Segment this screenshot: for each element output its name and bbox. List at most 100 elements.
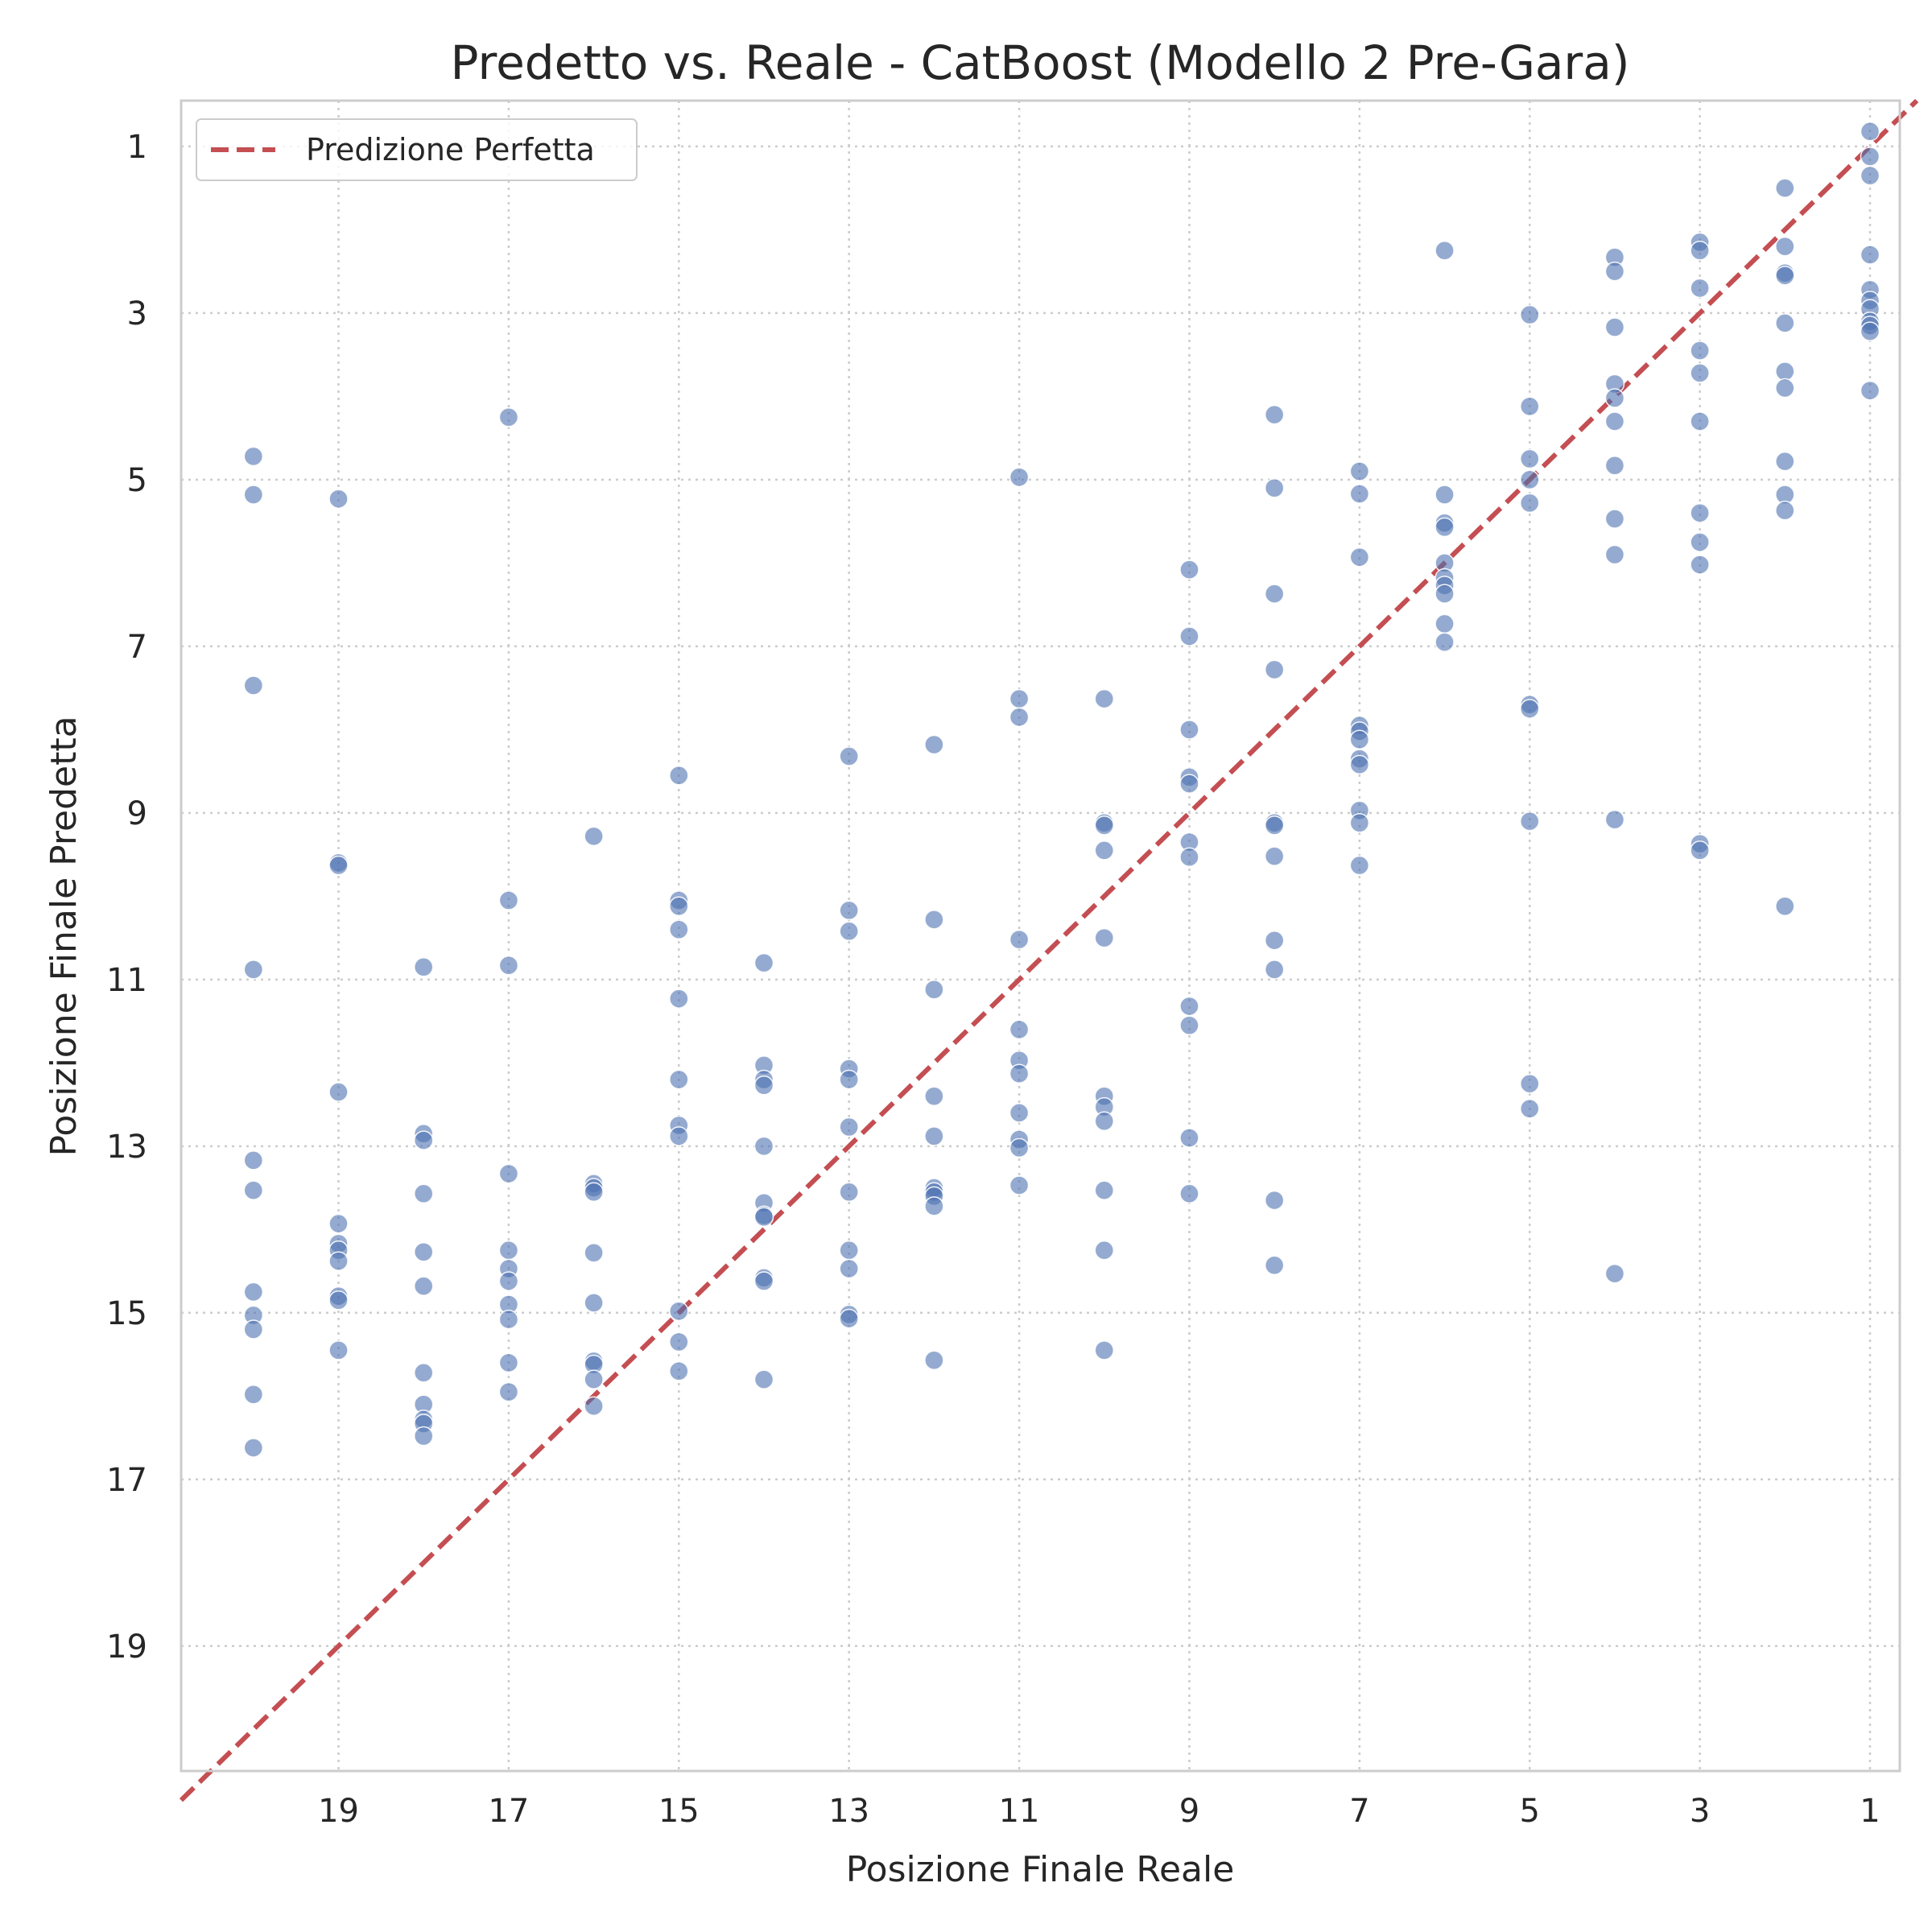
data-point bbox=[243, 675, 264, 696]
data-point bbox=[1179, 626, 1199, 646]
data-point bbox=[669, 1360, 689, 1381]
data-point bbox=[1094, 1111, 1115, 1132]
data-point bbox=[1860, 380, 1880, 401]
data-point bbox=[1264, 815, 1285, 836]
data-point bbox=[413, 1183, 434, 1204]
data-point bbox=[669, 1069, 689, 1090]
data-point bbox=[1604, 456, 1625, 476]
x-tick-label: 19 bbox=[318, 1793, 359, 1830]
data-point bbox=[498, 1352, 519, 1373]
data-point bbox=[584, 1293, 604, 1313]
data-point bbox=[243, 485, 264, 505]
data-point bbox=[1775, 500, 1795, 521]
data-point bbox=[1179, 1128, 1199, 1148]
y-tick-label: 11 bbox=[106, 962, 147, 999]
y-tick-label: 7 bbox=[127, 629, 147, 666]
data-point bbox=[1349, 855, 1370, 876]
data-point bbox=[1604, 509, 1625, 529]
data-point bbox=[669, 919, 689, 939]
data-point bbox=[1435, 517, 1455, 538]
data-point bbox=[243, 960, 264, 980]
data-point bbox=[1775, 178, 1795, 198]
data-point bbox=[1179, 996, 1199, 1017]
data-point bbox=[753, 1271, 774, 1291]
data-point bbox=[1435, 485, 1455, 505]
x-tick-label: 13 bbox=[828, 1793, 869, 1830]
data-point bbox=[1860, 165, 1880, 186]
data-point bbox=[1094, 688, 1115, 709]
reference-line-layer bbox=[179, 98, 1919, 1802]
data-point bbox=[1179, 1183, 1199, 1204]
data-point bbox=[753, 1136, 774, 1157]
data-point bbox=[1690, 532, 1710, 552]
data-point bbox=[1519, 396, 1540, 417]
data-point bbox=[1604, 544, 1625, 565]
data-point bbox=[1349, 484, 1370, 504]
data-point bbox=[669, 989, 689, 1009]
data-point bbox=[584, 1369, 604, 1389]
data-point bbox=[1264, 930, 1285, 951]
data-point bbox=[1009, 1103, 1030, 1123]
data-point bbox=[1009, 707, 1030, 728]
y-tick-label: 3 bbox=[127, 295, 147, 332]
data-point bbox=[1519, 1098, 1540, 1119]
data-point bbox=[584, 1396, 604, 1416]
data-point bbox=[1435, 632, 1455, 652]
data-point bbox=[243, 1384, 264, 1405]
data-point bbox=[1435, 584, 1455, 604]
data-points bbox=[243, 122, 1880, 1458]
x-tick-label: 11 bbox=[999, 1793, 1040, 1830]
data-point bbox=[1179, 559, 1199, 580]
data-point bbox=[1435, 613, 1455, 634]
data-point bbox=[584, 1182, 604, 1202]
data-point bbox=[1179, 774, 1199, 794]
data-point bbox=[669, 766, 689, 786]
data-point bbox=[498, 890, 519, 910]
data-point bbox=[839, 1240, 859, 1261]
data-point bbox=[1690, 341, 1710, 361]
legend-box bbox=[196, 118, 638, 181]
data-point bbox=[753, 1207, 774, 1228]
data-point bbox=[1519, 448, 1540, 469]
data-point bbox=[1349, 813, 1370, 833]
data-point bbox=[1690, 411, 1710, 431]
data-point bbox=[328, 489, 349, 509]
data-point bbox=[1519, 811, 1540, 832]
data-point bbox=[669, 1126, 689, 1146]
data-point bbox=[498, 1240, 519, 1261]
data-point bbox=[243, 446, 264, 467]
data-point bbox=[1179, 1015, 1199, 1036]
data-point bbox=[1690, 363, 1710, 383]
data-point bbox=[1009, 1175, 1030, 1195]
data-point bbox=[413, 1363, 434, 1383]
perfect-prediction-line bbox=[179, 98, 1919, 1802]
data-point bbox=[1519, 493, 1540, 514]
data-point bbox=[243, 1150, 264, 1170]
legend: Predizione Perfetta bbox=[196, 118, 638, 181]
data-point bbox=[498, 955, 519, 976]
data-point bbox=[1860, 321, 1880, 341]
data-point bbox=[1264, 846, 1285, 866]
x-tick-label: 15 bbox=[658, 1793, 700, 1830]
y-tick-label: 5 bbox=[127, 462, 147, 499]
data-point bbox=[1264, 960, 1285, 980]
data-point bbox=[1519, 304, 1540, 325]
data-point bbox=[328, 855, 349, 876]
x-axis-title: Posizione Finale Reale bbox=[846, 1849, 1235, 1890]
data-point bbox=[1009, 1063, 1030, 1084]
data-point bbox=[1604, 261, 1625, 282]
data-point bbox=[839, 900, 859, 921]
data-point bbox=[1009, 467, 1030, 488]
data-point bbox=[413, 1276, 434, 1296]
data-point bbox=[413, 1130, 434, 1150]
data-point bbox=[753, 1369, 774, 1389]
data-point bbox=[498, 1271, 519, 1291]
data-point bbox=[584, 1243, 604, 1263]
data-point bbox=[1264, 1255, 1285, 1276]
data-point bbox=[1179, 847, 1199, 867]
x-tick-label: 3 bbox=[1690, 1793, 1710, 1830]
data-point bbox=[924, 1126, 944, 1146]
data-point bbox=[1604, 809, 1625, 830]
data-point bbox=[1094, 1340, 1115, 1360]
